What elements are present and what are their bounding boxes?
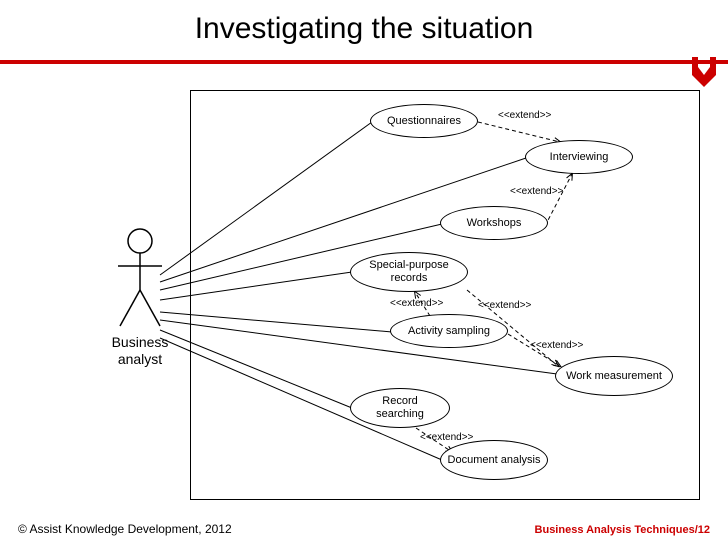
divider	[0, 60, 728, 64]
usecase-activity: Activity sampling	[390, 314, 508, 348]
usecase-document: Document analysis	[440, 440, 548, 480]
footer-copyright: © Assist Knowledge Development, 2012	[18, 522, 232, 536]
actor-label: Business analyst	[105, 334, 175, 368]
footer-page: Business Analysis Techniques/12	[535, 524, 710, 536]
extend-label: <<extend>>	[478, 300, 531, 311]
usecase-work: Work measurement	[555, 356, 673, 396]
usecase-questionnaires: Questionnaires	[370, 104, 478, 138]
extend-label: <<extend>>	[530, 340, 583, 351]
extend-label: <<extend>>	[420, 432, 473, 443]
extend-label: <<extend>>	[510, 186, 563, 197]
usecase-interviewing: Interviewing	[525, 140, 633, 174]
usecase-workshops: Workshops	[440, 206, 548, 240]
extend-label: <<extend>>	[390, 298, 443, 309]
logo-icon	[690, 55, 718, 89]
page-title: Investigating the situation	[0, 0, 728, 46]
usecase-special: Special-purpose records	[350, 252, 468, 292]
actor-business-analyst: Business analyst	[105, 228, 175, 368]
extend-label: <<extend>>	[498, 110, 551, 121]
usecase-recordsearch: Record searching	[350, 388, 450, 428]
